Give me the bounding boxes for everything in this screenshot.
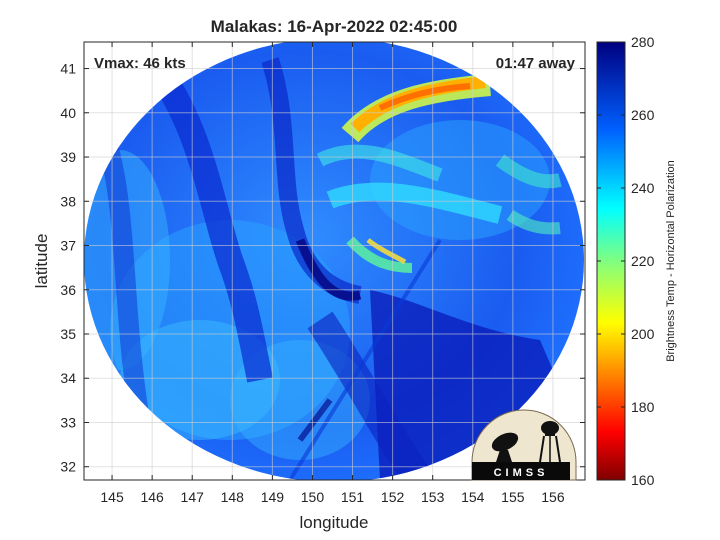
- colorbar-tick-label: 160: [631, 472, 655, 488]
- colorbar-ticks: 160 180 200 220 240 260 280: [597, 34, 655, 488]
- y-tick-labels: 32 33 34 35 36 37 38 39 40 41: [60, 61, 76, 475]
- y-tick-label: 34: [60, 370, 76, 386]
- x-tick-label: 156: [541, 489, 565, 505]
- x-tick-label: 148: [221, 489, 245, 505]
- y-tick-label: 36: [60, 282, 76, 298]
- grid-lines: [84, 42, 585, 480]
- x-tick-label: 149: [261, 489, 285, 505]
- y-tick-label: 38: [60, 193, 76, 209]
- x-tick-label: 147: [181, 489, 205, 505]
- y-tick-label: 37: [60, 238, 76, 254]
- y-tick-label: 40: [60, 105, 76, 121]
- cimss-logo: CIMSS: [471, 409, 577, 481]
- colorbar-tick-label: 240: [631, 180, 655, 196]
- y-tick-label: 32: [60, 459, 76, 475]
- axes-box: [83, 41, 586, 481]
- colorbar-label: Brightness Temp - Horizontal Polarizatio…: [665, 160, 677, 362]
- x-tick-label: 145: [100, 489, 124, 505]
- y-tick-label: 41: [60, 61, 76, 77]
- map-title: Malakas: 16-Apr-2022 02:45:00: [211, 17, 458, 36]
- colorbar-tick-label: 280: [631, 34, 655, 50]
- colorbar: 160 180 200 220 240 260 280 Brightness Temp - …: [596, 34, 677, 488]
- x-tick-label: 154: [461, 489, 485, 505]
- y-axis-label: latitude: [32, 234, 51, 289]
- satellite-dish-icon: [491, 432, 519, 452]
- x-axis-label: longitude: [299, 513, 368, 532]
- x-tick-label: 155: [501, 489, 525, 505]
- time-away-annotation: 01:47 away: [496, 55, 576, 72]
- colorbar-tick-label: 180: [631, 399, 655, 415]
- x-tick-label: 151: [341, 489, 365, 505]
- colorbar-gradient: [596, 41, 626, 481]
- plot-area: Vmax: 46 kts 01:47 away CIMSS: [83, 41, 586, 481]
- vmax-annotation: Vmax: 46 kts: [94, 55, 186, 72]
- x-tick-label: 153: [421, 489, 445, 505]
- colorbar-tick-label: 220: [631, 253, 655, 269]
- y-tick-label: 39: [60, 149, 76, 165]
- y-tick-label: 33: [60, 414, 76, 430]
- x-tick-labels: 145 146 147 148 149 150 151 152 153 154 155 156: [100, 489, 564, 505]
- cimss-logo-text: CIMSS: [494, 467, 549, 479]
- y-tick-label: 35: [60, 326, 76, 342]
- x-tick-label: 146: [140, 489, 164, 505]
- colorbar-tick-label: 260: [631, 107, 655, 123]
- x-tick-label: 152: [381, 489, 405, 505]
- x-tick-label: 150: [301, 489, 325, 505]
- water-tower-icon: [539, 421, 561, 463]
- colorbar-tick-label: 200: [631, 326, 655, 342]
